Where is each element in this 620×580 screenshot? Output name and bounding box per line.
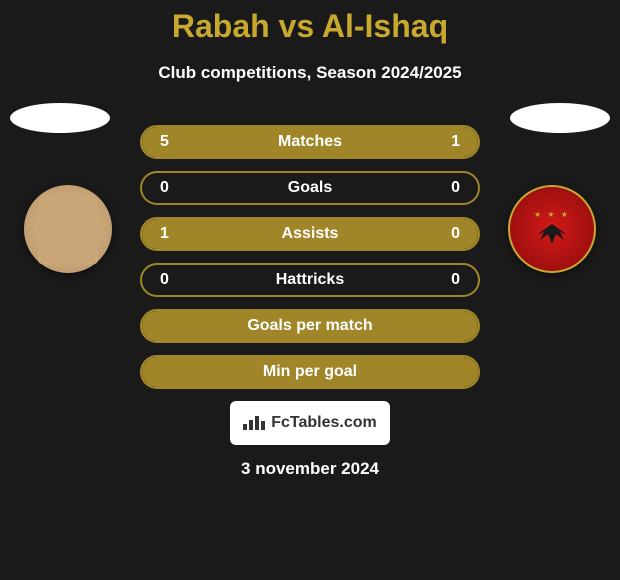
club-crest-left: [38, 194, 98, 264]
stat-rows: 5 Matches 1 0 Goals 0 1 Assists 0 0 Hatt…: [140, 125, 480, 389]
club-badge-right: ★ ★ ★: [508, 185, 596, 273]
comparison-widget: Rabah vs Al-Ishaq Club competitions, Sea…: [0, 0, 620, 479]
stat-label: Hattricks: [142, 271, 478, 289]
stat-row-mpg: Min per goal: [140, 355, 480, 389]
comparison-date: 3 november 2024: [0, 459, 620, 479]
stat-label: Goals per match: [142, 317, 478, 335]
page-subtitle: Club competitions, Season 2024/2025: [0, 63, 620, 83]
stat-value-right: 1: [451, 133, 460, 151]
stat-value-right: 0: [451, 271, 460, 289]
stat-row-matches: 5 Matches 1: [140, 125, 480, 159]
stat-label: Goals: [142, 179, 478, 197]
page-title: Rabah vs Al-Ishaq: [0, 8, 620, 45]
stat-label: Assists: [142, 225, 478, 243]
stat-label: Matches: [142, 133, 478, 151]
stat-label: Min per goal: [142, 363, 478, 381]
club-crest-right: ★ ★ ★: [527, 210, 577, 249]
stat-row-goals: 0 Goals 0: [140, 171, 480, 205]
club-badge-left: [24, 185, 112, 273]
badge-stars: ★ ★ ★: [527, 210, 577, 219]
stats-area: ★ ★ ★ 5 Matches 1 0 Goals 0: [0, 125, 620, 479]
player-avatar-left: [10, 103, 110, 133]
stat-row-hattricks: 0 Hattricks 0: [140, 263, 480, 297]
eagle-icon: [527, 219, 577, 249]
player-avatar-right: [510, 103, 610, 133]
logo-text: FcTables.com: [271, 414, 377, 432]
stat-value-right: 0: [451, 225, 460, 243]
chart-icon: [243, 416, 265, 430]
stat-row-gpm: Goals per match: [140, 309, 480, 343]
fctables-logo[interactable]: FcTables.com: [230, 401, 390, 445]
stat-row-assists: 1 Assists 0: [140, 217, 480, 251]
stat-value-right: 0: [451, 179, 460, 197]
